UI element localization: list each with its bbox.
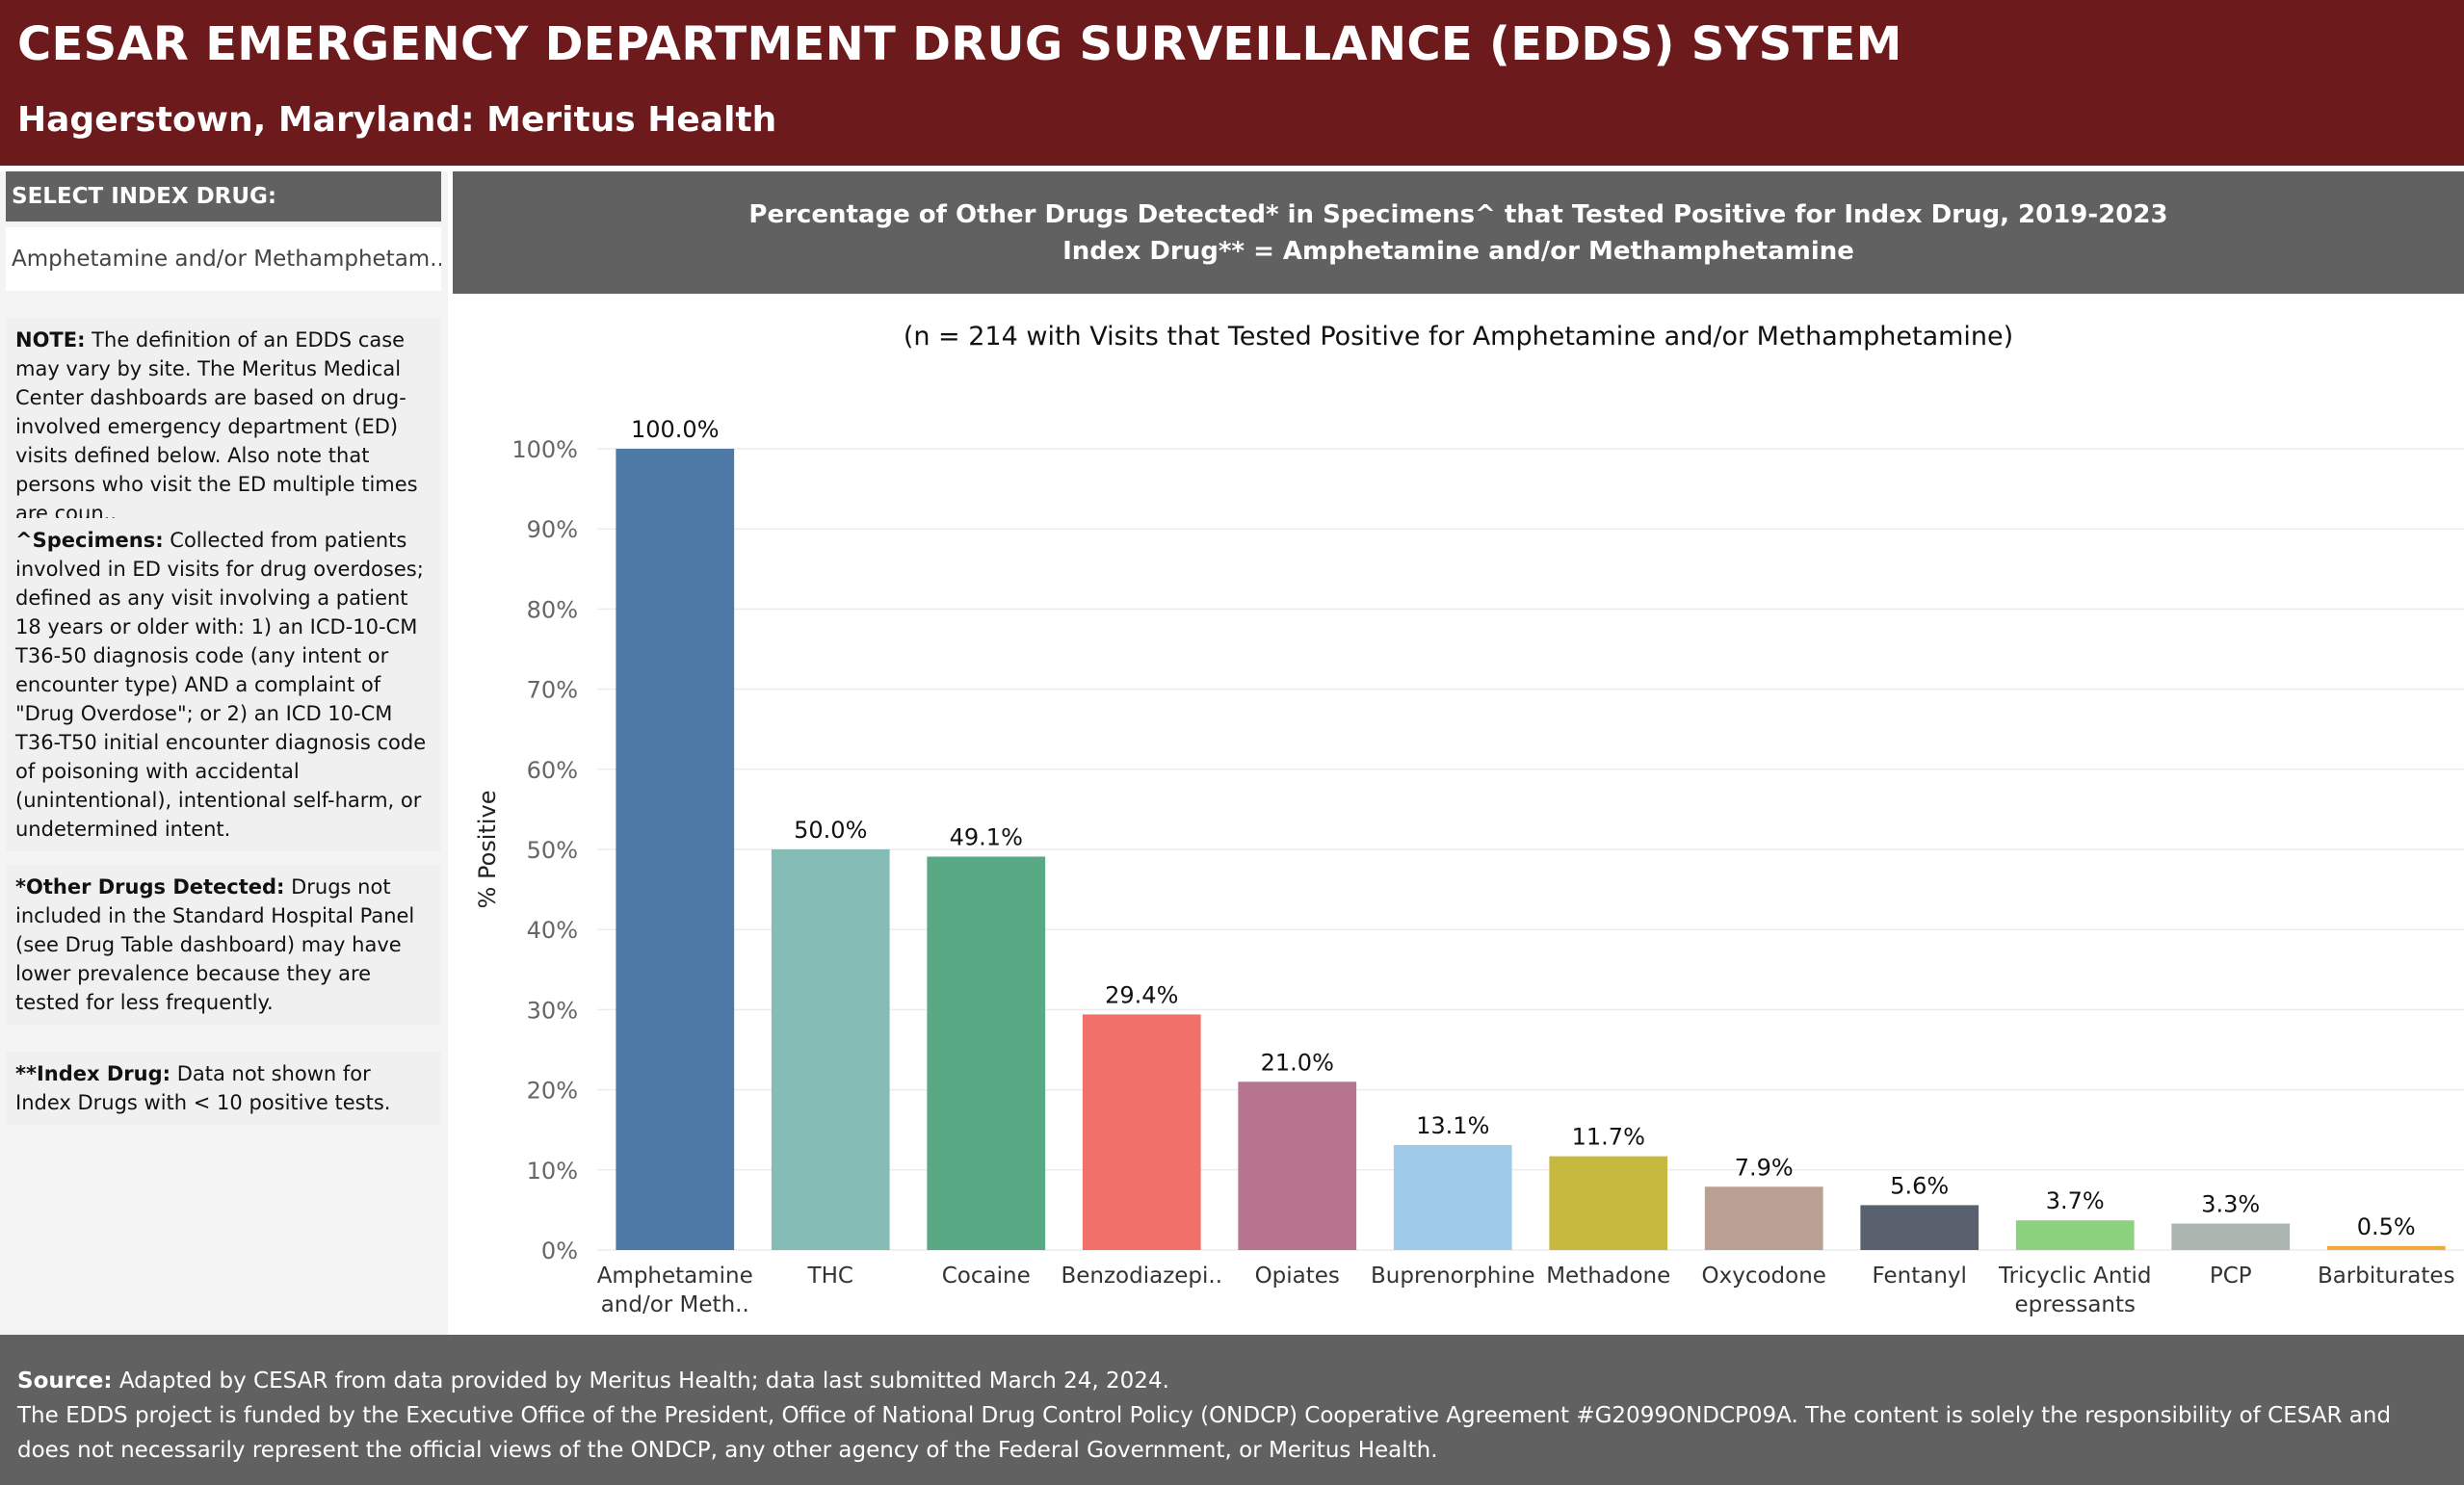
x-tick-label: epressants xyxy=(2015,1292,2136,1317)
dashboard-header: CESAR EMERGENCY DEPARTMENT DRUG SURVEILL… xyxy=(0,0,2464,166)
bar xyxy=(1393,1145,1512,1250)
y-tick-label: 70% xyxy=(527,677,578,704)
note-index-drug: **Index Drug: Data not shown for Index D… xyxy=(6,1052,441,1125)
x-tick-label: Amphetamine xyxy=(597,1264,753,1289)
y-tick-label: 50% xyxy=(527,837,578,864)
y-tick-label: 100% xyxy=(511,436,578,463)
dashboard-title: CESAR EMERGENCY DEPARTMENT DRUG SURVEILL… xyxy=(17,17,1902,71)
note-label: *Other Drugs Detected: xyxy=(15,875,285,899)
note-label: ^Specimens: xyxy=(15,529,164,552)
x-tick-label: Oxycodone xyxy=(1702,1264,1826,1289)
bar-value-label: 29.4% xyxy=(1105,981,1178,1008)
source-label: Source: xyxy=(17,1368,113,1394)
header-divider xyxy=(0,166,2464,171)
bar xyxy=(1082,1014,1201,1250)
note-label: NOTE: xyxy=(15,328,86,352)
bar-value-label: 3.3% xyxy=(2201,1191,2260,1218)
y-axis-label: % Positive xyxy=(474,791,501,909)
bar xyxy=(927,856,1046,1250)
bar-value-label: 49.1% xyxy=(950,823,1023,850)
x-tick-label: Opiates xyxy=(1255,1264,1340,1289)
bar-value-label: 100.0% xyxy=(631,416,720,443)
bar-chart: 0% 10% 20% 30% 40% 50% 60% 70% 80% 90% 100% % Posit… xyxy=(474,416,2464,1317)
bar-value-label: 3.7% xyxy=(2046,1187,2105,1214)
bar xyxy=(1860,1205,1979,1250)
x-tick-label: Benzodiazepi.. xyxy=(1061,1264,1222,1289)
y-tick-label: 30% xyxy=(527,997,578,1024)
x-tick-label: Tricyclic Antid xyxy=(1998,1264,2151,1289)
x-tick-label: Buprenorphine xyxy=(1371,1264,1534,1289)
x-tick-label: Methadone xyxy=(1546,1264,1670,1289)
footer-source: Source: Adapted by CESAR from data provi… xyxy=(17,1364,2447,1398)
note-specimens: ^Specimens: Collected from patients invo… xyxy=(6,518,441,851)
note-other-drugs: *Other Drugs Detected: Drugs not include… xyxy=(6,865,441,1025)
bar xyxy=(1238,1081,1357,1250)
bar-value-label: 13.1% xyxy=(1416,1112,1489,1139)
y-tick-label: 40% xyxy=(527,917,578,944)
bar-value-label: 7.9% xyxy=(1735,1154,1794,1181)
x-tick-label: Fentanyl xyxy=(1873,1264,1967,1289)
index-drug-dropdown[interactable]: Amphetamine and/or Methamphetam.. xyxy=(6,227,441,291)
bar-value-label: 50.0% xyxy=(794,817,867,844)
x-tick-label: and/or Meth.. xyxy=(601,1292,749,1317)
bar xyxy=(1549,1156,1668,1250)
y-tick-label: 60% xyxy=(527,757,578,784)
chart-index-drug: Index Drug** = Amphetamine and/or Metham… xyxy=(1062,237,1854,266)
bar xyxy=(1704,1186,1823,1250)
select-index-drug-label: SELECT INDEX DRUG: xyxy=(6,171,441,221)
chart-area: (n = 214 with Visits that Tested Positiv… xyxy=(453,299,2464,1335)
chart-header: Percentage of Other Drugs Detected* in S… xyxy=(453,171,2464,294)
x-tick-label: THC xyxy=(807,1264,853,1289)
y-tick-label: 80% xyxy=(527,596,578,623)
note-text: Data not shown for Index Drugs with < 10… xyxy=(15,1062,391,1114)
site-subtitle: Hagerstown, Maryland: Meritus Health xyxy=(17,100,777,140)
note-text: Drugs not included in the Standard Hospi… xyxy=(15,875,415,1014)
chart-subtitle: (n = 214 with Visits that Tested Positiv… xyxy=(903,322,2014,352)
bar-value-label: 5.6% xyxy=(1890,1172,1949,1199)
x-tick-label: PCP xyxy=(2210,1264,2252,1289)
y-tick-label: 0% xyxy=(541,1238,578,1264)
bar-value-label: 11.7% xyxy=(1572,1124,1645,1151)
x-tick-label: Cocaine xyxy=(942,1264,1031,1289)
chart-title: Percentage of Other Drugs Detected* in S… xyxy=(748,200,2168,229)
note-label: **Index Drug: xyxy=(15,1062,171,1085)
bar xyxy=(771,849,890,1250)
source-text: Adapted by CESAR from data provided by M… xyxy=(112,1368,1169,1394)
footer: Source: Adapted by CESAR from data provi… xyxy=(0,1335,2464,1485)
note-text: The definition of an EDDS case may vary … xyxy=(15,328,418,525)
bar xyxy=(2171,1223,2291,1250)
footer-funding: The EDDS project is funded by the Execut… xyxy=(17,1403,2392,1463)
y-tick-label: 20% xyxy=(527,1078,578,1105)
bar xyxy=(2326,1245,2446,1250)
bar-value-label: 21.0% xyxy=(1261,1049,1334,1076)
note-edds-definition: NOTE: The definition of an EDDS case may… xyxy=(6,318,441,535)
y-tick-label: 90% xyxy=(527,516,578,543)
sidebar: SELECT INDEX DRUG: Amphetamine and/or Me… xyxy=(0,171,448,1335)
bar-value-label: 0.5% xyxy=(2357,1213,2416,1240)
x-tick-label: Barbiturates xyxy=(2318,1264,2455,1289)
note-text: Collected from patients involved in ED v… xyxy=(15,529,427,841)
bar xyxy=(2015,1220,2135,1250)
y-tick-label: 10% xyxy=(527,1158,578,1185)
bar xyxy=(616,449,735,1250)
